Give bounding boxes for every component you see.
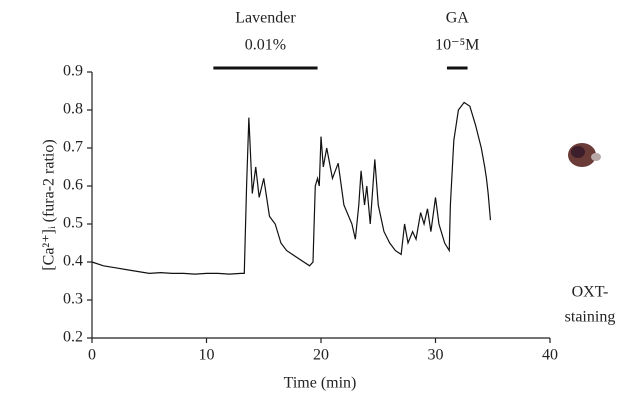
y-tick-label: 0.9	[63, 63, 83, 80]
annotation-text: Lavender	[235, 10, 296, 27]
annotation-text: GA	[446, 10, 470, 27]
y-tick-label: 0.3	[63, 291, 83, 308]
trace-line	[91, 101, 492, 275]
image-caption: staining	[565, 309, 616, 326]
oxt-stain-image	[568, 143, 601, 167]
x-tick-label: 10	[199, 347, 215, 364]
x-tick-label: 40	[542, 347, 558, 364]
annotation-text: 0.01%	[245, 37, 286, 54]
y-tick-label: 0.2	[63, 329, 83, 346]
y-tick-label: 0.6	[63, 177, 83, 194]
y-tick-label: 0.7	[63, 139, 83, 156]
y-tick-label: 0.5	[63, 215, 83, 232]
x-tick-label: 20	[313, 347, 329, 364]
x-tick-label: 0	[88, 347, 96, 364]
y-tick-label: 0.8	[63, 101, 83, 118]
image-caption: OXT-	[572, 284, 609, 301]
y-tick-label: 0.4	[63, 253, 83, 270]
x-axis-label: Time (min)	[284, 375, 357, 392]
x-tick-label: 30	[428, 347, 444, 364]
y-axis-label: [Ca²⁺]ᵢ (fura-2 ratio)	[41, 139, 58, 270]
annotation-text: 10⁻⁵M	[435, 37, 479, 54]
